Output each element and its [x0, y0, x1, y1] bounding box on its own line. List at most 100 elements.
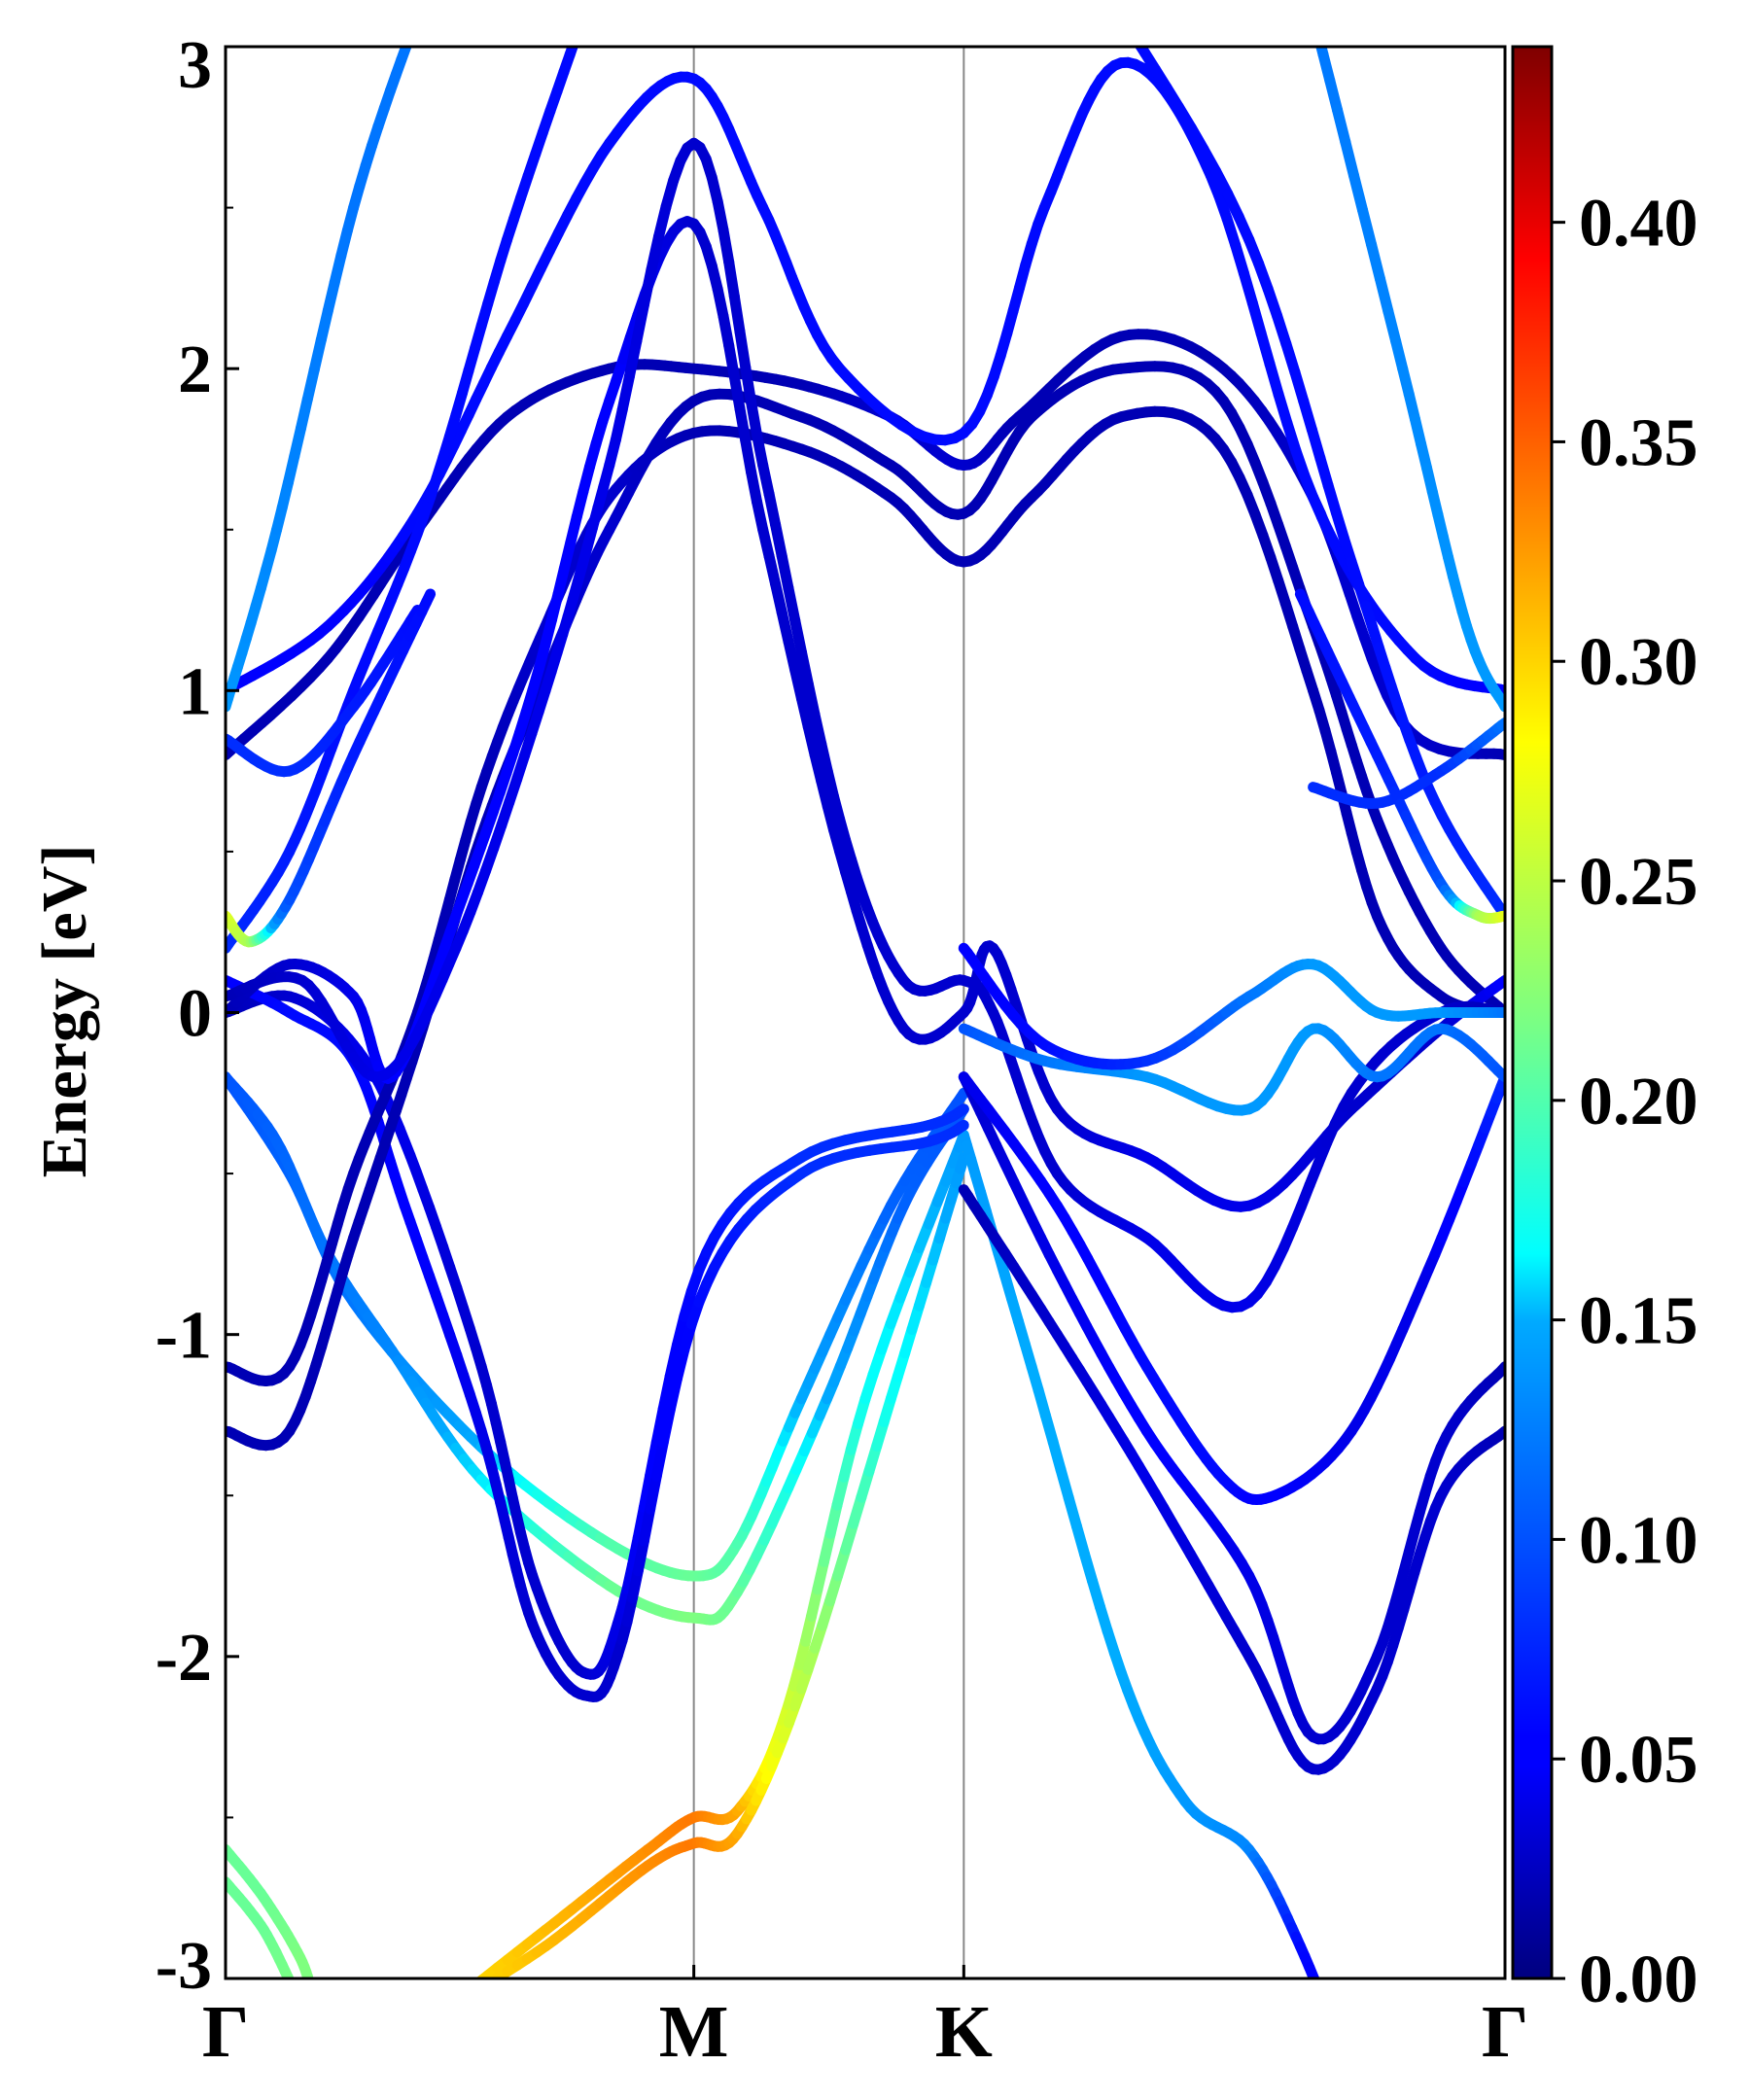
colorbar-tick-label-4: 0.20: [1579, 1065, 1698, 1139]
colorbar-tick-label-6: 0.30: [1579, 625, 1698, 700]
band-1-segment: [287, 1977, 294, 1978]
band-0-segment: [312, 1995, 313, 1999]
band-9: [958, 1184, 1505, 1775]
plot-area: 3 2 1 0 -1 -2 -3 Γ M K Γ: [156, 15, 1528, 2076]
colorbar: 0.00 0.05 0.10 0.15 0.20 0.25 0.30 0.35 0.40: [1511, 45, 1698, 2017]
band-11: [958, 1071, 1505, 1505]
colorbar-tick-label-3: 0.15: [1579, 1284, 1698, 1359]
y-tick-label-1: 2: [178, 332, 212, 407]
band-6-segment: [1319, 1992, 1324, 2005]
band-6-segment: [1334, 2029, 1339, 2041]
band-7-segment: [638, 1470, 656, 1513]
band-6-segment: [1324, 2004, 1329, 2016]
band-0-segment: [315, 2009, 316, 2011]
band-25-segment: [734, 326, 752, 373]
band-27: [958, 942, 1505, 1070]
kpoint-label-1: M: [659, 1991, 729, 2073]
band-8-segment: [650, 1437, 669, 1482]
band-25-segment: [616, 370, 635, 415]
band-6-segment: [1346, 2061, 1348, 2069]
band-3-segment: [448, 2004, 454, 2008]
y-tick-label-4: -1: [156, 1299, 212, 1374]
band-3-segment: [955, 1152, 969, 1174]
band-0-segment: [304, 1976, 314, 1978]
band-25: [226, 137, 1505, 1313]
band-3-segment: [454, 2000, 461, 2005]
y-tick-label-6: -3: [156, 1929, 212, 2004]
band-6-segment: [1349, 2069, 1352, 2076]
band-3: [443, 1152, 969, 2011]
y-tick-label-5: -2: [156, 1621, 212, 1696]
band-15: [226, 56, 1505, 696]
band-7-segment: [957, 1103, 969, 1116]
y-tick-label-2: 1: [178, 654, 212, 729]
band-16-segment: [564, 47, 578, 60]
band-2-segment: [443, 2007, 448, 2011]
band-19-segment: [1332, 104, 1351, 148]
band-16: [226, 15, 584, 954]
colorbar-tick-label-7: 0.35: [1579, 405, 1698, 480]
band-16-segment: [576, 25, 580, 39]
band-2-segment: [448, 2002, 454, 2007]
band-7-segment: [645, 1436, 662, 1481]
band-25-segment: [740, 362, 757, 408]
band-24-segment: [728, 370, 746, 414]
band-0-segment: [311, 1990, 312, 1994]
band-25-segment: [718, 225, 735, 267]
band-25-segment: [776, 550, 794, 594]
band-25-segment: [723, 257, 740, 302]
band-6-segment: [1309, 1974, 1320, 1978]
band-4-segment: [955, 1087, 969, 1104]
band-3-segment: [443, 2008, 448, 2011]
band-3-segment: [470, 1989, 478, 1995]
band-6-segment: [1329, 2016, 1334, 2029]
band-7-segment: [657, 1371, 676, 1415]
band-26: [958, 1023, 1505, 1116]
colorbar-tick-label-2: 0.10: [1579, 1503, 1698, 1578]
band-2-segment: [462, 1990, 470, 1997]
band-25-segment: [638, 264, 657, 311]
band-19-segment: [1366, 239, 1385, 284]
band-22-segment: [421, 588, 437, 608]
y-tick-label-0: 3: [178, 28, 212, 103]
band-2-segment: [454, 1996, 461, 2002]
band-0-segment: [310, 1986, 311, 1991]
band-16-segment: [580, 15, 584, 25]
y-tick-label-3: 0: [178, 977, 212, 1052]
band-25-segment: [783, 582, 801, 626]
band-1-segment: [295, 1991, 297, 1994]
band-0-segment: [314, 2006, 315, 2009]
band-19-segment: [1357, 204, 1378, 251]
band-18-segment: [414, 15, 417, 23]
band-18: [226, 15, 417, 713]
band-17-segment: [1128, 25, 1136, 38]
band-8-segment: [957, 1119, 969, 1132]
colorbar-gradient: [1511, 45, 1554, 1980]
band-25-segment: [623, 335, 643, 382]
colorbar-tick-label-5: 0.25: [1579, 845, 1698, 920]
y-axis: 3 2 1 0 -1 -2 -3: [156, 28, 239, 2004]
band-21: [1308, 718, 1505, 809]
band-1-segment: [293, 1987, 295, 1991]
colorbar-tick-label-0: 0.00: [1579, 1942, 1698, 2017]
band-19-segment: [1340, 136, 1359, 181]
band-1: [226, 1876, 297, 1994]
band-23: [1294, 588, 1505, 925]
band-8-segment: [638, 1503, 656, 1547]
band-lines: [226, 15, 1505, 2076]
colorbar-tick-label-8: 0.40: [1579, 187, 1698, 262]
band-6-segment: [1343, 2051, 1347, 2061]
band-18-segment: [401, 47, 412, 52]
band-0-segment: [313, 1999, 314, 2003]
band-2-segment: [470, 1983, 478, 1990]
band-19-segment: [1374, 273, 1394, 317]
band-25-segment: [746, 397, 763, 441]
band-18-segment: [410, 23, 414, 34]
band-20: [226, 605, 423, 778]
band-8-segment: [657, 1404, 676, 1449]
band-17: [1128, 25, 1505, 922]
band-25-segment: [646, 230, 664, 276]
y-axis-label: Energy [eV]: [29, 845, 100, 1178]
